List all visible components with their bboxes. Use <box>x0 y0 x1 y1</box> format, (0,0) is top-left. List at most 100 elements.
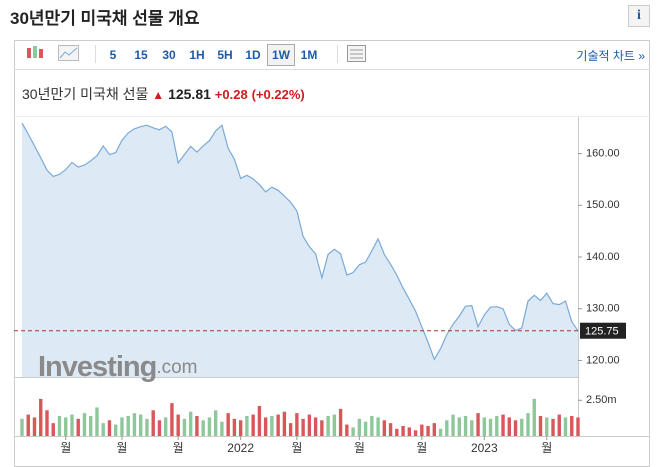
volume-bar <box>270 416 274 436</box>
volume-bar <box>570 416 574 436</box>
volume-bar <box>220 421 224 436</box>
volume-bar <box>351 427 355 436</box>
volume-bar <box>576 417 580 436</box>
y-tick-label: 120.00 <box>586 354 620 366</box>
link-text[interactable]: 기술적 차트 <box>576 49 635 63</box>
volume-bar <box>232 418 237 436</box>
volume-bar <box>345 424 349 436</box>
volume-bar <box>526 413 530 436</box>
volume-bar <box>32 417 37 436</box>
interval-button[interactable]: 1W <box>267 44 295 66</box>
x-tick-label: 월 <box>173 441 184 455</box>
chart-title: 30년만기 미국채 선물 <box>22 86 149 102</box>
volume-bar <box>182 418 187 436</box>
volume-bar <box>195 416 199 436</box>
volume-bar <box>395 428 399 436</box>
last-value-label: 125.75 <box>585 326 619 338</box>
volume-bar <box>282 411 287 436</box>
volume-bar <box>382 420 387 436</box>
x-tick-label: 월 <box>354 441 365 455</box>
volume-bar <box>432 423 437 436</box>
interval-button[interactable]: 1D <box>245 48 261 62</box>
volume-bar <box>207 417 212 436</box>
interval-button[interactable]: 5H <box>217 48 233 62</box>
volume-bar <box>307 414 312 436</box>
area-fill <box>22 123 578 377</box>
price-line <box>21 122 579 361</box>
volume-bar <box>201 420 205 436</box>
interval-bar: 5 15 30 1H 5H 1D 1W 1M <box>99 44 323 66</box>
interval-button[interactable]: 30 <box>162 48 176 62</box>
volume-bar <box>64 417 68 436</box>
x-tick-label: 월 <box>60 441 71 455</box>
volume-bar <box>420 424 424 436</box>
volume-bar <box>326 416 330 436</box>
volume-bar <box>501 414 505 436</box>
interval-button[interactable]: 1M <box>300 48 318 62</box>
volume-bar <box>513 420 518 436</box>
volume-bar <box>401 426 405 436</box>
area-icon[interactable] <box>58 45 79 61</box>
volume-bar <box>257 406 262 436</box>
watermark: Investing.com <box>38 351 198 383</box>
volume-bar <box>338 408 343 436</box>
volume-bar <box>145 418 149 436</box>
quote-line: 30년만기 미국채 선물 ▲ 125.81 +0.28 (+0.22%) <box>22 84 305 104</box>
volume-bar <box>357 418 362 436</box>
volume-tick-label: 2.50m <box>586 394 617 406</box>
x-tick-label: 월 <box>116 441 127 455</box>
watermark-main: Investing <box>38 351 156 383</box>
y-tick-label: 160.00 <box>586 148 620 160</box>
volume-bar <box>332 414 337 436</box>
interval-button[interactable]: 1H <box>189 48 205 62</box>
volume-bar <box>457 417 462 436</box>
page-title: 30년만기 미국채 선물 개요 <box>10 9 200 28</box>
volume-bar <box>95 407 99 436</box>
volume-bar <box>463 416 468 436</box>
interval-button[interactable]: 15 <box>134 48 148 62</box>
volume-bar <box>288 423 293 436</box>
volume-bar <box>407 427 412 436</box>
volume-bar <box>20 418 24 436</box>
x-tick-label: 2023 <box>471 441 498 455</box>
volume-bar <box>476 413 480 436</box>
volume-bar <box>213 410 218 436</box>
volume-bar <box>451 414 455 436</box>
volume-bar <box>76 418 80 436</box>
volume-bar <box>557 414 561 436</box>
interval-button[interactable]: 5 <box>109 48 117 62</box>
volume-bar <box>370 416 374 436</box>
volume-bar <box>101 423 105 436</box>
volume-bar <box>132 413 137 436</box>
volume-bar <box>301 418 305 436</box>
change: +0.28 <box>214 87 248 102</box>
table-icon[interactable] <box>347 45 366 62</box>
volume-bar <box>170 403 174 436</box>
x-tick-label: 월 <box>541 441 552 455</box>
volume-bar <box>313 417 318 436</box>
volume-bar <box>263 417 268 436</box>
volume-bar <box>426 426 430 436</box>
volume-bar <box>563 417 568 436</box>
link-arrow[interactable]: » <box>638 49 645 63</box>
volume-bar <box>70 414 74 436</box>
volume-bar <box>413 430 418 436</box>
y-tick-label: 140.00 <box>586 251 620 263</box>
volume-bar <box>363 421 368 436</box>
technical-chart-link[interactable]: 기술적 차트 » <box>576 47 645 64</box>
volume-bar <box>39 398 43 436</box>
watermark-suffix: .com <box>156 357 197 378</box>
volume-bar <box>120 417 124 436</box>
volume-bar <box>45 410 49 436</box>
volume-bar <box>482 417 486 436</box>
info-button[interactable]: i <box>628 5 650 27</box>
volume-bar <box>445 420 449 436</box>
volume-bar <box>545 417 549 436</box>
candle-icon[interactable] <box>27 46 43 58</box>
volume-bar <box>245 416 249 436</box>
x-tick-label: 월 <box>291 441 302 455</box>
volume-bar <box>82 413 87 436</box>
volume-bar <box>507 417 511 436</box>
